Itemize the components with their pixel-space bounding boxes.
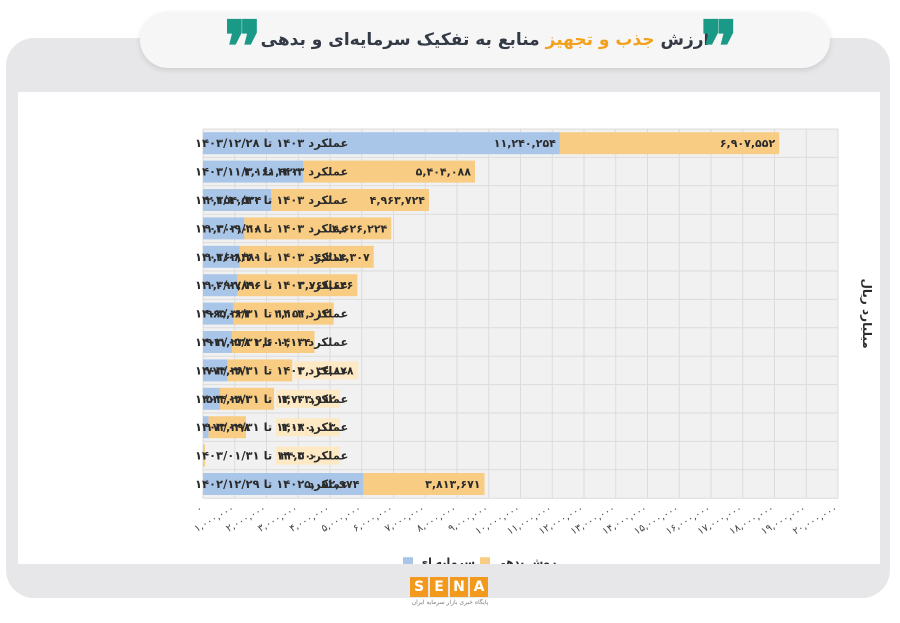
category-label: عملکرد ۱۴۰۳ تا ۱۴۰۳/۰۲/۳۱	[195, 420, 348, 434]
bar-equity	[203, 189, 272, 211]
logo-letter: E	[430, 577, 448, 597]
page-title: ارزش جذب و تجهیز منابع به تفکیک سرمایه‌ا…	[261, 30, 710, 50]
bar-debt	[239, 245, 374, 268]
category-label: عملکرد ۱۴۰۳ تا ۱۴۰۳/۱۱/۳۰	[195, 165, 348, 179]
bar-debt	[208, 416, 246, 439]
data-label-equity: ۱,۱۶۲,۴۸۱	[206, 251, 261, 264]
data-label-bg	[276, 389, 341, 408]
bar-equity	[203, 274, 238, 297]
chart: ۱۱,۲۴۰,۲۵۴ ۶,۹۰۷,۵۵۲ عملکرد ۱۴۰۳ تا ۱۴۰۳/۱…	[193, 128, 874, 564]
data-label-equity: ۱,۳۰۳,۰۱۸	[206, 222, 262, 235]
sena-logo: S E N A پایگاه خبری بازار سرمایه ایران	[410, 577, 490, 611]
y-axis-title: میلیارد ریال	[860, 278, 874, 348]
legend-swatch-debt	[480, 557, 490, 564]
category-label: عملکرد ۱۴۰۳ تا ۱۴۰۳/۱۲/۲۸	[195, 136, 348, 150]
data-label-debt: ۲,۶۰۰,۱۰۴	[255, 336, 311, 349]
data-label-bg	[276, 446, 340, 465]
data-label-debt: ۴,۲۱۴,۳۰۷	[314, 251, 370, 264]
bar-debt	[231, 331, 315, 353]
logo-letter: A	[470, 577, 488, 597]
data-label-debt: ۶,۹۰۷,۵۵۲	[720, 137, 776, 150]
data-label-bg	[276, 418, 340, 437]
data-label-bg	[294, 361, 359, 380]
bar-debt	[203, 444, 205, 467]
bar-equity	[203, 473, 364, 495]
data-label-debt: ۲,۰۳۶,۸۷۸	[298, 364, 354, 377]
data-label-equity: ۹۱۱,۲۳۸	[206, 336, 251, 349]
category-label: عملکرد ۱۴۰۳ تا ۱۴۰۳/۰۸/۳۰	[195, 250, 348, 264]
category-label: عملکرد ۱۴۰۳ تا ۱۴۰۳/۱۰/۳۰	[195, 193, 348, 207]
data-label-equity: ۵۳۴,۲۸۱	[206, 393, 250, 406]
bar-equity	[203, 359, 228, 382]
bar-equity	[203, 245, 240, 268]
x-tick-label: ۰	[194, 503, 204, 515]
data-label-equity: ۹۶۵,۳۲۴	[206, 308, 251, 321]
bar-equity	[203, 302, 234, 325]
legend-label-equity: سرمایه ای	[418, 556, 475, 564]
data-label-debt: ۴,۶۲۶,۲۲۴	[332, 222, 388, 235]
category-label: عملکرد ۱۴۰۳ تا ۱۴۰۳/۰۹/۳۰	[195, 221, 348, 235]
bar-equity	[203, 331, 232, 353]
quote-open-icon: ❞	[700, 5, 738, 88]
title-highlight: جذب و تجهیز	[545, 30, 655, 50]
bar-equity	[203, 132, 560, 155]
category-label: عملکرد ۱۴۰۳ تا ۱۴۰۳/۰۴/۳۱	[195, 363, 348, 377]
chart-panel: ۱۱,۲۴۰,۲۵۴ ۶,۹۰۷,۵۵۲ عملکرد ۱۴۰۳ تا ۱۴۰۳/۱…	[18, 92, 880, 564]
bar-equity	[203, 387, 220, 410]
category-label: عملکرد ۱۴۰۳ تا ۱۴۰۳/۰۳/۳۱	[195, 392, 348, 406]
category-label: عملکرد ۱۴۰۳ تا ۱۴۰۳/۰۶/۳۱	[195, 307, 348, 321]
data-label-equity: ۳,۱۶۱,۹۲۳	[244, 166, 300, 179]
data-label-debt: ۳,۱۵۱,۰۱۲	[274, 308, 330, 321]
data-label-equity: ۵,۰۵۲,۹۷۴	[304, 478, 360, 491]
data-label-equity: ۱۷۳,۳۹۸	[206, 421, 251, 434]
logo-subtitle: پایگاه خبری بازار سرمایه ایران	[411, 599, 489, 606]
data-label-debt: ۳,۷۶۸,۶۴۶	[298, 279, 353, 292]
bar-debt	[363, 473, 485, 495]
bar-debt	[237, 274, 358, 297]
data-label-debt: ۲۴,۵۰۰	[280, 450, 318, 463]
logo-letter: N	[450, 577, 468, 597]
bar-debt	[244, 217, 392, 240]
data-label-equity: ۲,۱۵۴,۵۲۴	[206, 194, 262, 207]
data-label-equity: ۱,۰۹۳,۸۹۶	[206, 279, 261, 292]
data-label-equity: ۱۱,۲۴۰,۲۵۴	[494, 137, 556, 150]
data-label-debt: ۳,۸۱۳,۶۷۱	[425, 478, 480, 491]
legend-swatch-equity	[403, 557, 413, 564]
logo-letter: S	[410, 577, 428, 597]
data-label-equity: ۷۷۴,۴۸۱	[206, 364, 250, 377]
bar-equity	[203, 160, 304, 183]
bar-equity	[203, 217, 245, 240]
bar-debt	[303, 160, 475, 183]
bar-equity	[203, 416, 209, 439]
bar-debt	[271, 189, 430, 211]
data-label-debt: ۴,۹۶۳,۷۲۴	[370, 194, 426, 207]
data-label-debt: ۱,۱۸۰,۰۰۳	[280, 421, 336, 434]
data-label-debt: ۵,۴۰۴,۰۸۸	[416, 166, 472, 179]
title-part2: منابع به تفکیک سرمایه‌ای و بدهی	[260, 30, 540, 50]
bar-debt	[227, 359, 293, 382]
title-part1: ارزش	[660, 30, 710, 50]
category-label: عملکرد ۱۴۰۳ تا ۱۴۰۳/۰۱/۳۱	[195, 449, 348, 463]
bar-debt	[233, 302, 334, 325]
title-banner: ❞ ارزش جذب و تجهیز منابع به تفکیک سرمایه…	[140, 12, 830, 82]
data-label-debt: ۱,۷۰۳,۹۹۲	[280, 393, 336, 406]
category-label: عملکرد ۱۴۰۲ تا ۱۴۰۲/۱۲/۲۹	[195, 477, 348, 491]
category-label: عملکرد ۱۴۰۳ تا ۱۴۰۳/۰۷/۳۰	[195, 278, 348, 292]
bar-debt	[219, 387, 275, 410]
bar-debt	[559, 132, 780, 155]
category-label: عملکرد ۱۴۰۳ تا ۱۴۰۳/۰۵/۳۱	[195, 335, 348, 349]
legend-label-debt: روش بدهی	[495, 556, 556, 564]
quote-close-icon: ❞	[224, 5, 262, 88]
